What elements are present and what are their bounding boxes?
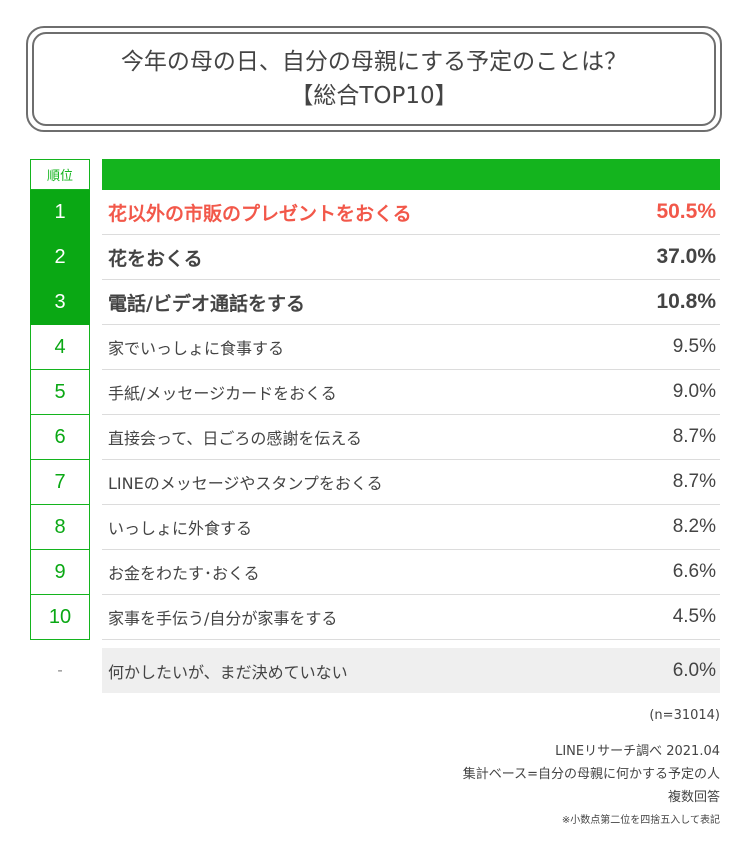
title-box: 今年の母の日、自分の母親にする予定のことは？ 【総合TOP10】 <box>26 26 722 132</box>
row-value: 8.7% <box>672 426 716 447</box>
rank-cell: 9 <box>30 550 90 595</box>
rank-cell: 7 <box>30 460 90 505</box>
method-note: 複数回答 <box>667 790 720 805</box>
row-label: 家でいっしょに食事する <box>108 339 285 358</box>
table-row: LINEのメッセージやスタンプをおくる 8.7% <box>102 460 720 505</box>
row-label: 何かしたいが、まだ決めていない <box>108 662 348 682</box>
rank-cell: 1 <box>30 190 90 235</box>
row-value: 9.5% <box>672 336 716 357</box>
row-label: お金をわたす･おくる <box>108 564 260 583</box>
row-value: 6.6% <box>672 561 716 582</box>
row-label: 家事を手伝う/自分が家事をする <box>108 609 338 628</box>
row-value: 37.0% <box>656 245 716 268</box>
row-value: 10.8% <box>656 290 716 313</box>
row-label: 直接会って、日ごろの感謝を伝える <box>108 429 362 448</box>
row-value: 8.2% <box>672 516 716 537</box>
title-box-inner: 今年の母の日、自分の母親にする予定のことは？ 【総合TOP10】 <box>32 32 716 126</box>
source-note: LINEリサーチ調べ 2021.04 <box>555 744 720 759</box>
row-value: 50.5% <box>656 200 716 223</box>
rank-cell: 8 <box>30 505 90 550</box>
row-value: 9.0% <box>672 381 716 402</box>
table-row: 花以外の市販のプレゼントをおくる 50.5% <box>102 190 720 235</box>
row-value: 8.7% <box>672 471 716 492</box>
row-value: 4.5% <box>672 606 716 627</box>
row-label: いっしょに外食する <box>108 519 253 538</box>
table-row: 家でいっしょに食事する 9.5% <box>102 325 720 370</box>
row-label: 花をおくる <box>108 247 203 270</box>
rank-cell: 10 <box>30 595 90 640</box>
table-row: 電話/ビデオ通話をする 10.8% <box>102 280 720 325</box>
rank-cell: 5 <box>30 370 90 415</box>
chart-title: 今年の母の日、自分の母親にする予定のことは？ <box>120 49 628 75</box>
row-label: 電話/ビデオ通話をする <box>108 292 305 315</box>
table-header-bar <box>102 159 720 190</box>
table-row: 手紙/メッセージカードをおくる 9.0% <box>102 370 720 415</box>
table-row: 直接会って、日ごろの感謝を伝える 8.7% <box>102 415 720 460</box>
rank-cell: 3 <box>30 280 90 325</box>
base-note: 集計ベース=自分の母親に何かする予定の人 <box>462 767 720 782</box>
table-row: いっしょに外食する 8.2% <box>102 505 720 550</box>
table-row: 花をおくる 37.0% <box>102 235 720 280</box>
table-row: お金をわたす･おくる 6.6% <box>102 550 720 595</box>
rank-cell: 6 <box>30 415 90 460</box>
table-row: 家事を手伝う/自分が家事をする 4.5% <box>102 595 720 640</box>
chart-subtitle: 【総合TOP10】 <box>290 83 458 109</box>
rank-cell: 4 <box>30 325 90 370</box>
rounding-note: ※小数点第二位を四捨五入して表記 <box>561 815 720 826</box>
row-label: 手紙/メッセージカードをおくる <box>108 384 337 403</box>
sample-size-note: (n=31014) <box>649 708 720 723</box>
row-label: LINEのメッセージやスタンプをおくる <box>108 474 383 493</box>
row-label: 花以外の市販のプレゼントをおくる <box>108 202 412 225</box>
rank-cell: 2 <box>30 235 90 280</box>
rank-cell: - <box>57 661 63 679</box>
undecided-row: 何かしたいが、まだ決めていない 6.0% <box>102 648 720 693</box>
row-value: 6.0% <box>672 659 716 681</box>
rank-column-header: 順位 <box>30 159 90 190</box>
